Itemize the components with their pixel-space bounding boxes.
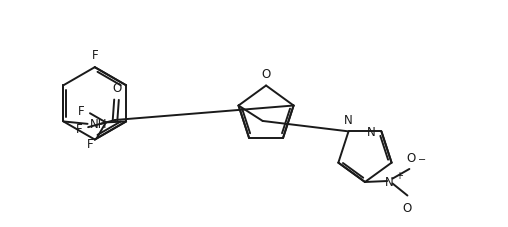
Text: N: N <box>367 125 375 138</box>
Text: +: + <box>395 170 403 180</box>
Text: F: F <box>76 123 82 136</box>
Text: −: − <box>418 154 426 164</box>
Text: F: F <box>87 138 93 151</box>
Text: O: O <box>403 201 412 214</box>
Text: O: O <box>407 151 416 164</box>
Text: O: O <box>112 81 121 94</box>
Text: F: F <box>78 104 84 117</box>
Text: F: F <box>91 49 98 62</box>
Text: N: N <box>344 113 353 126</box>
Text: O: O <box>262 67 271 80</box>
Text: N: N <box>385 175 394 188</box>
Text: NH: NH <box>90 117 108 130</box>
